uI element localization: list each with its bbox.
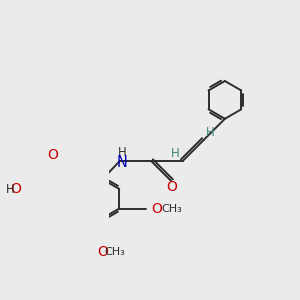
Text: O: O [166,180,177,194]
Text: H: H [206,125,215,139]
Text: O: O [97,245,108,259]
Text: H: H [171,147,180,160]
Text: O: O [152,202,163,215]
Text: CH₃: CH₃ [162,203,182,214]
Text: H: H [5,182,14,196]
Text: O: O [10,182,21,196]
Text: H: H [118,146,127,159]
Text: O: O [48,148,58,162]
Text: CH₃: CH₃ [104,247,125,257]
Text: N: N [117,155,128,170]
